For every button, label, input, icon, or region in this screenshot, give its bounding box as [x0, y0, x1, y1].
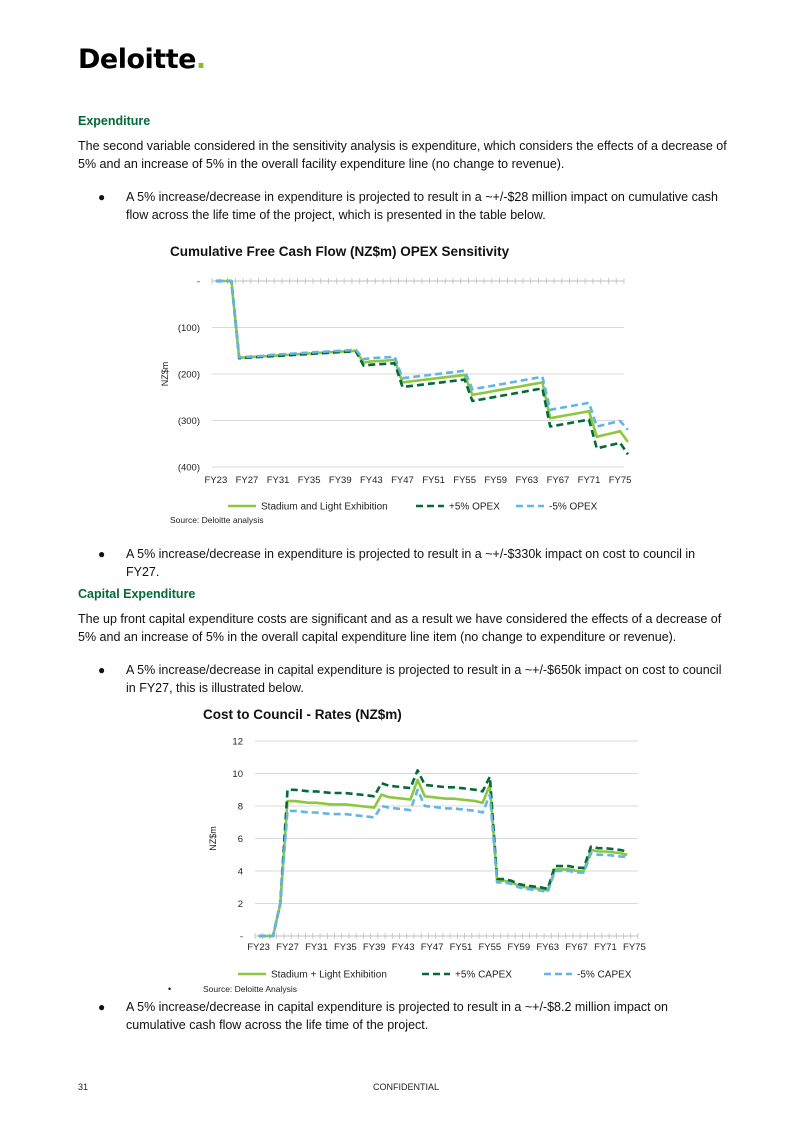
chart-cost-to-council: - 2 4 6 8 10 12 FY23 FY27 FY31 FY35 FY39 FY43 FY47 FY5…: [208, 737, 646, 981]
capex-bullet-1: A 5% increase/decrease in capital expend…: [126, 663, 722, 695]
logo-text: Deloitte: [78, 44, 196, 75]
y-tick-label: 10: [232, 769, 243, 780]
expenditure-paragraph: The second variable considered in the se…: [78, 139, 727, 171]
x-tick-label: FY55: [478, 942, 501, 953]
y-tick-label: (400): [178, 463, 200, 474]
y-axis-label: NZ$m: [208, 826, 218, 851]
y-tick-label: (200): [178, 370, 200, 381]
x-tick-label: FY35: [334, 942, 357, 953]
x-tick-label: FY71: [578, 475, 601, 486]
deloitte-logo: Deloitte.: [78, 44, 206, 75]
y-tick-label: 4: [238, 867, 243, 878]
y-tick-label: 6: [238, 834, 243, 845]
x-tick-label: FY47: [421, 942, 444, 953]
chart2-source: Source: Deloitte Analysis: [203, 984, 298, 994]
bullet-marker: ●: [98, 547, 106, 561]
legend-label-0: Stadium + Light Exhibition: [271, 970, 387, 981]
x-tick-label: FY23: [205, 475, 228, 486]
y-tick-label: 2: [238, 899, 243, 910]
y-axis-label: NZ$m: [160, 362, 170, 387]
legend-label-0: Stadium and Light Exhibition: [261, 502, 388, 513]
y-tick-label: 12: [232, 737, 243, 748]
x-tick-label: FY39: [329, 475, 352, 486]
chart1-title: Cumulative Free Cash Flow (NZ$m) OPEX Se…: [170, 244, 510, 259]
capex-paragraph: The up front capital expenditure costs a…: [78, 612, 722, 644]
x-tick-label: FY39: [363, 942, 386, 953]
x-tick-label: FY71: [594, 942, 617, 953]
x-tick-label: FY27: [236, 475, 259, 486]
y-tick-label: -: [197, 277, 200, 288]
series-line-2: [258, 788, 628, 938]
x-tick-label: FY75: [609, 475, 632, 486]
expenditure-bullet-1: A 5% increase/decrease in expenditure is…: [126, 190, 718, 222]
x-tick-label: FY67: [565, 942, 588, 953]
chart-opex-sensitivity: - (100) (200) (300) (400) FY23 FY27 FY31 FY35 FY3…: [160, 277, 632, 513]
y-tick-label: 8: [238, 802, 243, 813]
confidential-label: CONFIDENTIAL: [373, 1082, 440, 1092]
x-tick-label: FY59: [484, 475, 507, 486]
chart2-title: Cost to Council - Rates (NZ$m): [203, 707, 402, 722]
x-tick-label: FY31: [267, 475, 290, 486]
section-heading-capex: Capital Expenditure: [78, 587, 196, 601]
y-tick-label: (100): [178, 323, 200, 334]
bullet-marker: ●: [98, 190, 106, 204]
x-tick-label: FY27: [276, 942, 299, 953]
bullet-marker: ●: [98, 663, 106, 677]
expenditure-bullet-2: A 5% increase/decrease in expenditure is…: [126, 547, 696, 579]
legend-label-1: +5% OPEX: [449, 502, 500, 513]
page-number: 31: [78, 1082, 89, 1092]
section-heading-expenditure: Expenditure: [78, 114, 151, 128]
x-tick-label: FY47: [391, 475, 414, 486]
series-line-1: [215, 279, 629, 456]
y-tick-label: -: [240, 932, 243, 943]
series-line-0: [258, 778, 628, 938]
chart1-source: Source: Deloitte analysis: [170, 515, 264, 525]
x-tick-label: FY35: [298, 475, 321, 486]
x-tick-label: FY51: [422, 475, 445, 486]
x-tick-label: FY51: [450, 942, 473, 953]
x-tick-label: FY43: [392, 942, 415, 953]
x-tick-label: FY75: [623, 942, 646, 953]
x-tick-label: FY63: [536, 942, 559, 953]
series-line-0: [215, 279, 629, 443]
x-tick-label: FY43: [360, 475, 383, 486]
x-tick-label: FY23: [247, 942, 270, 953]
legend-label-2: -5% OPEX: [549, 502, 598, 513]
x-tick-label: FY31: [305, 942, 328, 953]
capex-bullet-2: A 5% increase/decrease in capital expend…: [126, 1000, 668, 1032]
bullet-marker: ●: [98, 1000, 106, 1014]
series-line-2: [215, 279, 629, 431]
stray-bullet: •: [168, 984, 172, 994]
legend-label-1: +5% CAPEX: [455, 970, 512, 981]
x-tick-label: FY67: [547, 475, 570, 486]
legend-label-2: -5% CAPEX: [577, 970, 632, 981]
x-tick-label: FY59: [507, 942, 530, 953]
x-tick-label: FY63: [515, 475, 538, 486]
y-tick-label: (300): [178, 416, 200, 427]
logo-dot: .: [195, 44, 206, 75]
series-line-1: [258, 769, 628, 938]
x-tick-label: FY55: [453, 475, 476, 486]
